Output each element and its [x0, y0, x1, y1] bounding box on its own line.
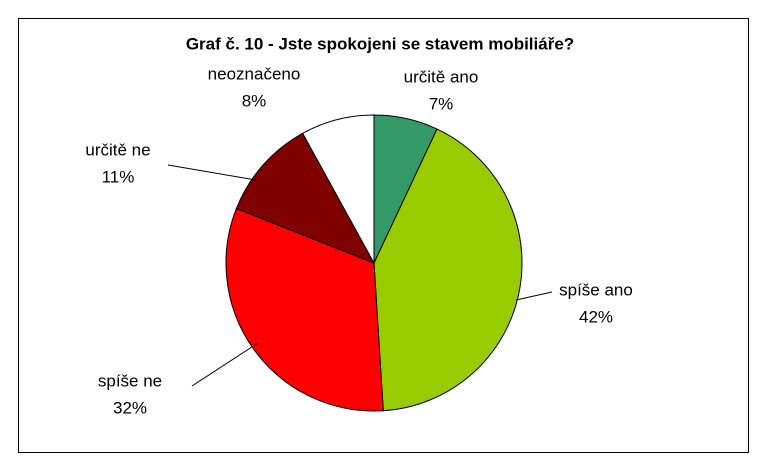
chart-title: Graf č. 10 - Jste spokojeni se stavem mo…	[186, 34, 574, 53]
slice-value-label: 7%	[429, 94, 454, 113]
leader-line	[167, 164, 257, 181]
leader-line	[191, 342, 259, 387]
slice-value-label: 8%	[242, 91, 267, 110]
pie-slice	[235, 132, 376, 264]
slice-value-label: 32%	[113, 398, 147, 417]
slice-label: neoznačeno	[208, 64, 301, 83]
slice-label: určitě ano	[404, 67, 479, 86]
slice-value-label: 42%	[579, 307, 613, 326]
pie-slice	[225, 207, 384, 412]
slice-value-label: 11%	[102, 167, 135, 186]
slice-label: spíše ne	[98, 371, 162, 390]
slice-label: určitě ne	[85, 140, 150, 159]
pie-slice	[302, 114, 375, 264]
leader-line	[515, 291, 553, 301]
slice-label: spíše ano	[559, 280, 633, 299]
pie-slice	[373, 128, 523, 412]
